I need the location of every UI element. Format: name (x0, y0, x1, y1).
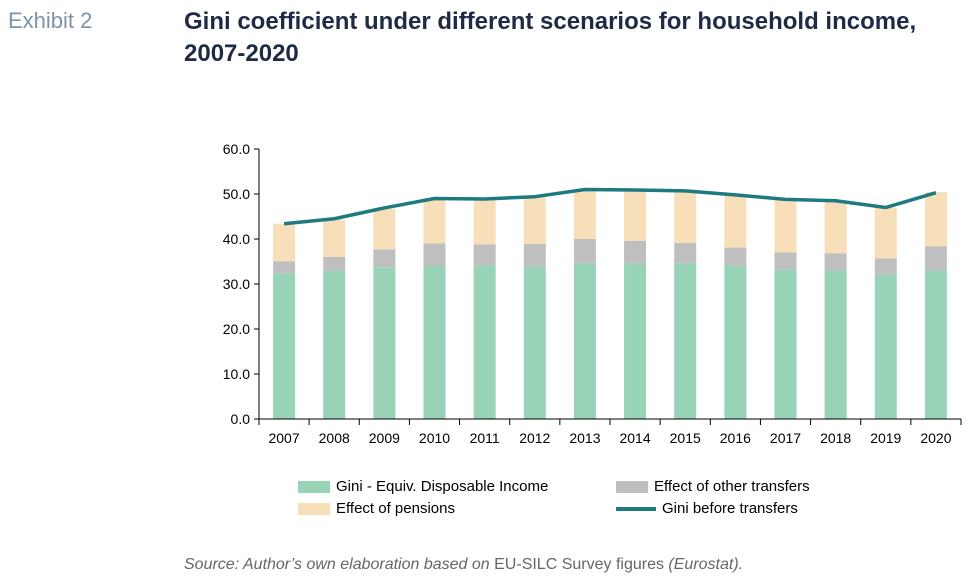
y-tick-label: 60.0 (223, 141, 250, 157)
bar-pensions (523, 197, 546, 244)
x-tick-label: 2007 (268, 430, 299, 446)
bar-pensions (824, 200, 847, 254)
legend-label-disposable: Gini - Equiv. Disposable Income (336, 478, 549, 495)
x-tick-label: 2020 (920, 430, 951, 446)
bar-pensions (624, 189, 647, 241)
x-tick-label: 2014 (619, 430, 650, 446)
bar-disposable (423, 266, 446, 419)
legend-swatch-pensions (298, 502, 330, 515)
bar-other-transfers (323, 257, 346, 271)
x-tick-label: 2010 (419, 430, 450, 446)
bar-other-transfers (523, 243, 546, 267)
bar-disposable (674, 263, 697, 419)
legend-item-disposable: Gini - Equiv. Disposable Income (298, 478, 548, 495)
bar-disposable (774, 269, 797, 419)
bar-disposable (624, 263, 647, 419)
bar-pensions (924, 192, 947, 247)
bar-other-transfers (273, 261, 296, 274)
source-suffix: (Eurostat). (668, 556, 744, 573)
legend-swatch-before-transfers (616, 506, 656, 511)
y-axis: 0.0 10.0 20.0 30.0 40.0 50.0 60.0 (223, 141, 260, 427)
bar-other-transfers (573, 239, 596, 264)
bar-other-transfers (674, 243, 697, 264)
bar-pensions (874, 207, 897, 259)
bar-pensions (573, 189, 596, 239)
bar-other-transfers (473, 244, 496, 266)
legend-swatch-disposable (298, 480, 330, 493)
source-middle: EU-SILC Survey figures (489, 556, 669, 573)
bar-disposable (473, 265, 496, 419)
bar-other-transfers (824, 253, 847, 271)
x-tick-label: 2018 (820, 430, 851, 446)
bar-disposable (924, 270, 947, 419)
chart-title: Gini coefficient under different scenari… (184, 8, 917, 67)
bar-other-transfers (624, 240, 647, 264)
y-tick-label: 20.0 (223, 321, 250, 337)
bars (273, 189, 947, 419)
legend-item-other-transfers: Effect of other transfers (616, 478, 810, 495)
x-tick-label: 2011 (470, 430, 500, 446)
bar-pensions (373, 208, 396, 250)
x-tick-label: 2009 (369, 430, 400, 446)
bar-disposable (824, 270, 847, 419)
y-tick-label: 30.0 (223, 276, 250, 292)
bar-pensions (724, 195, 747, 248)
bar-other-transfers (373, 249, 396, 268)
bar-pensions (273, 223, 296, 262)
source-prefix: Source: Author’s own elaboration based o… (184, 556, 490, 573)
legend-label-pensions: Effect of pensions (336, 500, 455, 517)
legend-item-pensions: Effect of pensions (298, 500, 455, 517)
bar-other-transfers (724, 247, 747, 266)
legend-item-before-transfers: Gini before transfers (616, 500, 798, 517)
legend-swatch-other-transfers (616, 480, 648, 493)
legend-label-before-transfers: Gini before transfers (662, 500, 798, 517)
source-note: Source: Author’s own elaboration based o… (184, 556, 743, 574)
line-before-transfers (283, 187, 937, 226)
legend-label-other-transfers: Effect of other transfers (654, 478, 810, 495)
x-tick-label: 2019 (870, 430, 901, 446)
bar-disposable (573, 263, 596, 419)
x-tick-label: 2012 (519, 430, 550, 446)
x-tick-label: 2015 (670, 430, 701, 446)
y-tick-label: 50.0 (223, 186, 250, 202)
exhibit-label: Exhibit 2 (8, 8, 93, 33)
bar-other-transfers (924, 246, 947, 271)
bar-pensions (323, 219, 346, 257)
bar-disposable (273, 273, 296, 419)
bar-pensions (674, 190, 697, 244)
x-axis: 2007 2008 2009 2010 2011 2012 2013 2014 2015 2016… (258, 418, 962, 446)
bar-disposable (874, 274, 897, 419)
bar-disposable (323, 270, 346, 419)
bar-other-transfers (774, 252, 797, 270)
bar-disposable (724, 265, 747, 419)
bar-pensions (473, 198, 496, 245)
bar-disposable (523, 266, 546, 419)
bar-pensions (774, 199, 797, 253)
y-tick-label: 0.0 (231, 411, 251, 427)
x-tick-label: 2008 (319, 430, 350, 446)
x-tick-label: 2016 (720, 430, 751, 446)
x-tick-label: 2013 (569, 430, 600, 446)
bar-disposable (373, 267, 396, 419)
bar-other-transfers (423, 243, 446, 266)
bar-other-transfers (874, 258, 897, 275)
y-tick-label: 10.0 (223, 366, 250, 382)
bar-pensions (423, 198, 446, 244)
y-tick-label: 40.0 (223, 231, 250, 247)
x-tick-label: 2017 (770, 430, 801, 446)
line-series (283, 187, 937, 226)
